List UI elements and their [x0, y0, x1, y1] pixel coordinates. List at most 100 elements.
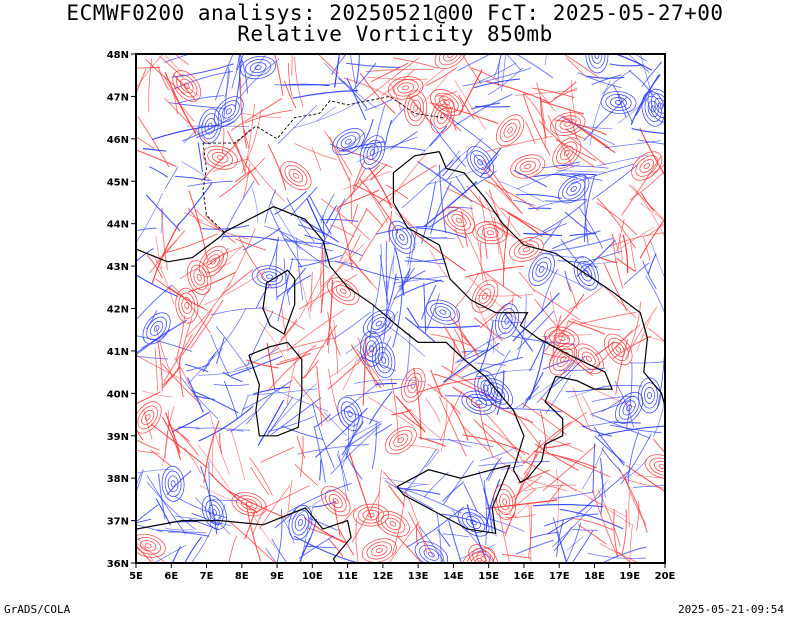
vorticity-contour	[465, 513, 525, 532]
vorticity-contour	[600, 91, 637, 114]
vorticity-contour	[647, 88, 665, 123]
vorticity-contour	[618, 233, 623, 263]
vorticity-contour	[495, 390, 502, 397]
vorticity-contour	[280, 161, 312, 191]
vorticity-contour	[546, 517, 574, 535]
vorticity-contour	[332, 499, 341, 537]
lat-tick-label: 43N	[107, 262, 129, 273]
vorticity-contour	[436, 511, 442, 563]
vorticity-contour	[342, 357, 358, 390]
vorticity-contour	[465, 265, 525, 278]
vorticity-contour	[443, 342, 500, 383]
vorticity-contour	[366, 340, 377, 358]
vorticity-contour	[257, 399, 284, 446]
vorticity-contour	[208, 461, 212, 526]
vorticity-contour	[490, 403, 534, 424]
vorticity-contour	[566, 182, 582, 196]
vorticity-contour	[482, 292, 488, 300]
vorticity-contour	[580, 265, 593, 282]
coastlines	[136, 95, 665, 563]
vorticity-contour	[381, 477, 426, 485]
vorticity-contour	[564, 211, 594, 235]
vorticity-contour	[616, 257, 636, 272]
vorticity-contour	[292, 172, 300, 179]
vorticity-contour	[430, 121, 467, 168]
vorticity-contour	[559, 508, 624, 530]
vorticity-contour	[136, 524, 163, 533]
vorticity-contour	[264, 225, 314, 248]
vorticity-contour	[136, 504, 159, 523]
vorticity-contour	[241, 379, 293, 411]
vorticity-contour	[477, 224, 504, 242]
vorticity-contour	[187, 207, 202, 230]
vorticity-contour	[368, 167, 393, 209]
lat-tick-label: 47N	[107, 92, 129, 103]
vorticity-contour	[461, 54, 482, 84]
vorticity-contour	[453, 328, 467, 355]
vorticity-contour	[466, 393, 492, 412]
vorticity-contour	[610, 232, 665, 247]
vorticity-contour	[531, 257, 552, 282]
vorticity-contour	[475, 284, 495, 309]
vorticity-contour	[288, 168, 304, 183]
country-border	[203, 95, 443, 144]
vorticity-contour	[150, 423, 208, 469]
vorticity-contour	[556, 351, 570, 367]
vorticity-contour	[583, 270, 589, 277]
vorticity-contour	[644, 95, 662, 122]
vorticity-contour	[260, 446, 294, 463]
vorticity-contour	[303, 516, 346, 543]
vorticity-contour	[270, 201, 301, 250]
vorticity-contour	[434, 92, 459, 113]
vorticity-contour	[369, 345, 374, 353]
vorticity-contour	[514, 157, 541, 176]
vorticity-contour	[498, 308, 516, 334]
vorticity-contour	[136, 469, 144, 493]
vorticity-contour	[398, 270, 426, 288]
vorticity-contour	[268, 236, 280, 270]
vorticity-contour	[359, 179, 399, 234]
vorticity-contour	[591, 74, 622, 86]
lon-tick-label: 20E	[655, 571, 676, 582]
vorticity-contour	[563, 149, 570, 157]
vorticity-contour	[211, 434, 215, 477]
vorticity-contour	[602, 384, 643, 388]
vorticity-contour	[565, 57, 587, 78]
vorticity-contour	[142, 390, 173, 398]
vorticity-contour	[540, 96, 547, 138]
vorticity-contour	[529, 531, 559, 539]
vorticity-contour	[362, 509, 380, 521]
vorticity-contour	[179, 356, 184, 398]
vorticity-contour	[490, 319, 524, 324]
vorticity-contour	[569, 233, 597, 237]
vorticity-contour	[334, 260, 400, 281]
vorticity-contour	[136, 354, 181, 379]
vorticity-contour	[371, 544, 388, 557]
vorticity-contour	[210, 334, 230, 377]
vorticity-contour	[544, 320, 576, 352]
vorticity-contour	[196, 274, 202, 281]
vorticity-contour	[572, 528, 599, 531]
vorticity-contour	[195, 427, 244, 432]
vorticity-contour	[553, 526, 573, 552]
vorticity-contour	[423, 548, 440, 561]
vorticity-contour	[136, 439, 160, 451]
vorticity-contour	[345, 138, 352, 145]
vorticity-contour	[484, 179, 540, 211]
vorticity-contour	[631, 128, 665, 135]
vorticity-contour	[399, 234, 405, 241]
vorticity-contour	[241, 112, 282, 118]
vorticity-contour	[648, 328, 665, 343]
vorticity-contour	[538, 90, 556, 112]
vorticity-contour	[349, 177, 353, 220]
vorticity-contour	[419, 544, 444, 563]
vorticity-contour	[621, 155, 662, 216]
vorticity-contour	[385, 273, 397, 315]
vorticity-contour	[149, 166, 168, 178]
vorticity-contour	[157, 65, 170, 91]
vorticity-contour	[421, 75, 448, 105]
vorticity-contour	[154, 347, 159, 391]
vorticity-contour	[198, 405, 254, 442]
vorticity-contour	[344, 384, 415, 397]
vorticity-contour	[344, 452, 363, 480]
